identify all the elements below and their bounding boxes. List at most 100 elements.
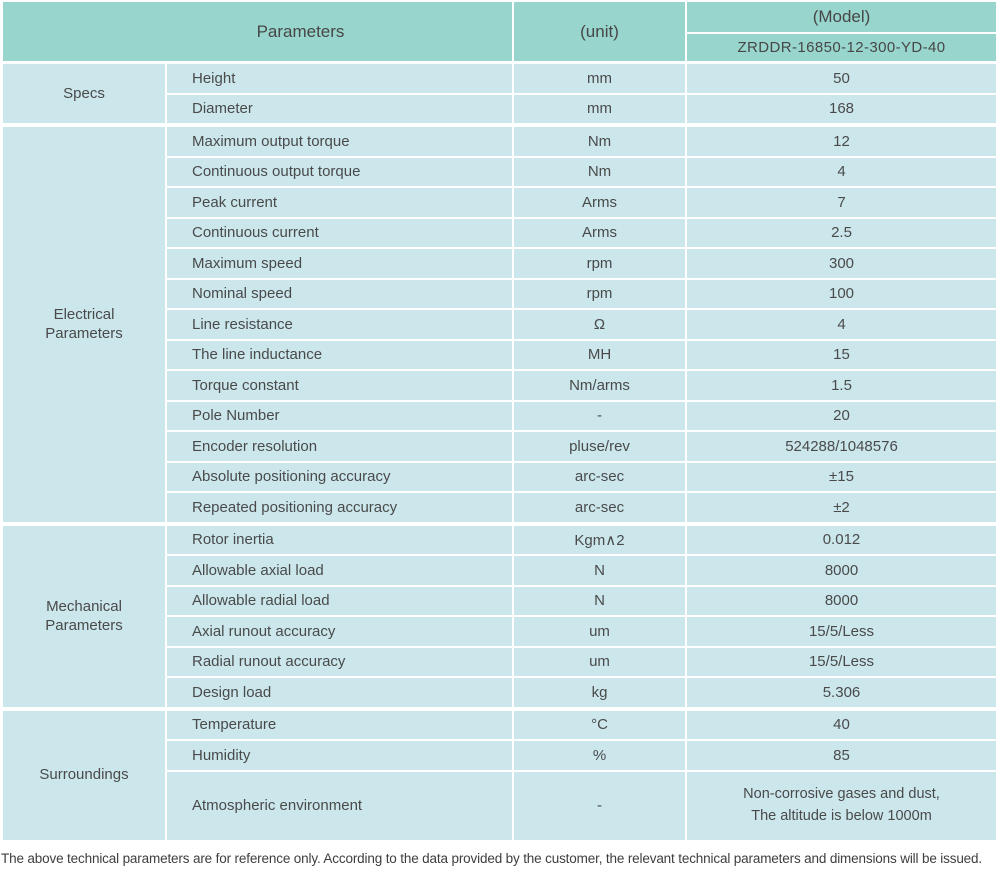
value-line-1: Non-corrosive gases and dust, (743, 786, 940, 803)
value-cell: 0.012 (687, 525, 996, 554)
unit-cell: MH (514, 340, 685, 369)
unit-cell: um (514, 647, 685, 676)
section-mechanical: Mechanical Parameters Rotor inertia Kgm∧… (3, 525, 996, 707)
value-cell: 50 (687, 64, 996, 93)
table-row: Peak current Arms 7 (167, 188, 996, 217)
footer-note: The above technical parameters are for r… (1, 850, 983, 866)
value-cell: 15/5/Less (687, 617, 996, 646)
table-row: Radial runout accuracy um 15/5/Less (167, 647, 996, 676)
table-row: Rotor inertia Kgm∧2 0.012 (167, 525, 996, 554)
value-cell: 85 (687, 741, 996, 770)
value-cell: 8000 (687, 586, 996, 615)
param-cell: Design load (167, 678, 512, 707)
section-label: Specs (3, 64, 165, 123)
unit-cell: rpm (514, 249, 685, 278)
value-cell: 7 (687, 188, 996, 217)
section-label: Mechanical Parameters (3, 525, 165, 707)
value-line-2: The altitude is below 1000m (751, 807, 932, 824)
table-row: Height mm 50 (167, 64, 996, 93)
table-row: Nominal speed rpm 100 (167, 279, 996, 308)
param-cell: Continuous current (167, 218, 512, 247)
value-cell: 15/5/Less (687, 647, 996, 676)
table-row: Pole Number - 20 (167, 401, 996, 430)
unit-cell: % (514, 741, 685, 770)
param-cell: Height (167, 64, 512, 93)
section-label: Surroundings (3, 710, 165, 840)
value-cell: 20 (687, 401, 996, 430)
value-cell: 8000 (687, 556, 996, 585)
table-row: Torque constant Nm/arms 1.5 (167, 371, 996, 400)
table-row: The line inductance MH 15 (167, 340, 996, 369)
section-label: Electrical Parameters (3, 127, 165, 522)
value-cell: ±2 (687, 493, 996, 522)
table-row: Allowable axial load N 8000 (167, 556, 996, 585)
section-specs: Specs Height mm 50 Diameter mm 168 (3, 64, 996, 123)
unit-cell: Nm (514, 127, 685, 156)
param-cell: Nominal speed (167, 279, 512, 308)
header-model-value: ZRDDR-16850-12-300-YD-40 (687, 34, 996, 61)
param-cell: Allowable radial load (167, 586, 512, 615)
param-cell: Radial runout accuracy (167, 647, 512, 676)
param-cell: Allowable axial load (167, 556, 512, 585)
unit-cell: Arms (514, 188, 685, 217)
value-cell: 40 (687, 710, 996, 739)
unit-cell: Nm (514, 157, 685, 186)
param-cell: Axial runout accuracy (167, 617, 512, 646)
value-cell: ±15 (687, 462, 996, 491)
table-row: Maximum speed rpm 300 (167, 249, 996, 278)
table-row: Allowable radial load N 8000 (167, 586, 996, 615)
param-cell: Atmospheric environment (167, 771, 512, 840)
value-cell: 4 (687, 157, 996, 186)
param-cell: Torque constant (167, 371, 512, 400)
unit-cell: um (514, 617, 685, 646)
table-row: Encoder resolution pluse/rev 524288/1048… (167, 432, 996, 461)
header-model-label: (Model) (687, 2, 996, 32)
unit-cell: N (514, 556, 685, 585)
section-electrical: Electrical Parameters Maximum output tor… (3, 127, 996, 522)
unit-cell: arc-sec (514, 462, 685, 491)
table-row: Humidity % 85 (167, 741, 996, 770)
unit-cell: mm (514, 64, 685, 93)
param-cell: Temperature (167, 710, 512, 739)
param-cell: Diameter (167, 94, 512, 123)
value-cell: Non-corrosive gases and dust, The altitu… (687, 771, 996, 840)
value-cell: 168 (687, 94, 996, 123)
table-row: Axial runout accuracy um 15/5/Less (167, 617, 996, 646)
table-row: Temperature °C 40 (167, 710, 996, 739)
value-cell: 524288/1048576 (687, 432, 996, 461)
param-cell: Line resistance (167, 310, 512, 339)
param-cell: Maximum speed (167, 249, 512, 278)
header-unit: (unit) (514, 2, 685, 61)
unit-cell: Arms (514, 218, 685, 247)
value-cell: 12 (687, 127, 996, 156)
param-cell: The line inductance (167, 340, 512, 369)
unit-cell: Kgm∧2 (514, 525, 685, 554)
table-row: Line resistance Ω 4 (167, 310, 996, 339)
unit-cell: - (514, 771, 685, 840)
param-cell: Continuous output torque (167, 157, 512, 186)
unit-cell: Ω (514, 310, 685, 339)
param-cell: Humidity (167, 741, 512, 770)
unit-cell: arc-sec (514, 493, 685, 522)
table-row: Maximum output torque Nm 12 (167, 127, 996, 156)
value-cell: 5.306 (687, 678, 996, 707)
unit-cell: kg (514, 678, 685, 707)
param-cell: Pole Number (167, 401, 512, 430)
table-row: Absolute positioning accuracy arc-sec ±1… (167, 462, 996, 491)
header-parameters: Parameters (3, 2, 512, 61)
param-cell: Peak current (167, 188, 512, 217)
param-cell: Rotor inertia (167, 525, 512, 554)
value-cell: 15 (687, 340, 996, 369)
table-row: Diameter mm 168 (167, 94, 996, 123)
table-row: Continuous current Arms 2.5 (167, 218, 996, 247)
unit-cell: N (514, 586, 685, 615)
header-model-group: (Model) ZRDDR-16850-12-300-YD-40 (687, 2, 996, 61)
unit-cell: - (514, 401, 685, 430)
param-cell: Encoder resolution (167, 432, 512, 461)
value-cell: 2.5 (687, 218, 996, 247)
param-cell: Absolute positioning accuracy (167, 462, 512, 491)
table-row: Atmospheric environment - Non-corrosive … (167, 771, 996, 840)
value-cell: 100 (687, 279, 996, 308)
table-row: Continuous output torque Nm 4 (167, 157, 996, 186)
spec-table: Parameters (unit) (Model) ZRDDR-16850-12… (3, 2, 996, 840)
